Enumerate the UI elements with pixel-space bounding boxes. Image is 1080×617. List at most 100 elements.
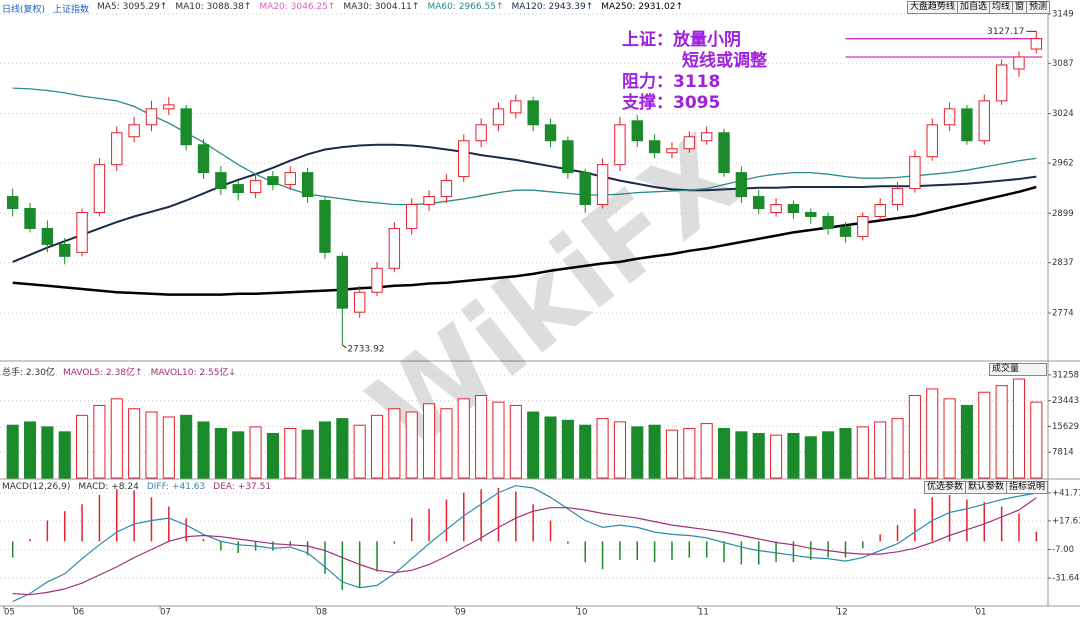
dea-line	[12, 497, 1037, 596]
ma-legend: MA250: 2931.02↑	[601, 2, 684, 12]
macd-legend-item: MACD: +8.24	[78, 482, 139, 492]
y-tick-label: 3024	[1052, 109, 1074, 119]
y-tick-label: -31.64	[1052, 574, 1079, 584]
macd-button[interactable]: 优选参数	[923, 481, 966, 494]
candle-body	[510, 100, 522, 114]
volume-bar	[891, 418, 904, 479]
volume-bar	[787, 432, 800, 479]
candle-body	[319, 200, 331, 253]
header-legend: 日线(复权) 上证指数 MA5: 3095.29↑ MA10: 3088.38↑ M…	[2, 2, 683, 15]
toolbar-button[interactable]: 大盘趋势线	[906, 1, 958, 14]
volume-bar	[596, 418, 609, 479]
volume-bar	[908, 395, 921, 479]
candle-body	[284, 172, 296, 186]
annotation-line: 短线或调整	[682, 51, 767, 71]
candle-body	[371, 267, 383, 293]
volume-bar	[145, 411, 158, 479]
volume-bar	[648, 424, 661, 479]
candle-body	[1013, 56, 1025, 70]
volume-bar	[370, 414, 384, 479]
toolbar-button[interactable]: 加自选	[956, 1, 990, 14]
x-tick-label: 07	[160, 608, 171, 617]
volume-bar	[631, 426, 644, 479]
volume-bar	[405, 411, 418, 479]
volume-bar	[683, 428, 696, 479]
y-tick-label: 7814	[1052, 448, 1074, 458]
volume-bar	[509, 404, 522, 479]
toolbar-button[interactable]: 窗	[1011, 1, 1027, 14]
candle-body	[891, 188, 904, 206]
annotation-line: 支撑：3095	[622, 93, 721, 113]
volume-legend-item: 总手: 2.30亿	[2, 368, 55, 378]
volume-bar	[301, 429, 314, 479]
toolbar-button[interactable]: 预测	[1025, 1, 1050, 14]
candle-body	[267, 176, 279, 186]
volume-bar	[527, 411, 540, 479]
volume-bar	[93, 404, 106, 479]
volume-bar	[856, 426, 869, 479]
candle-body	[995, 64, 1008, 102]
ma-legend: MA5: 3095.29↑	[97, 2, 168, 12]
volume-bar	[960, 404, 973, 479]
candle-body	[839, 226, 852, 237]
volume-bar	[180, 414, 193, 479]
ma-legend: MA30: 3004.11↑	[343, 2, 420, 12]
y-tick-label: 15629	[1052, 422, 1079, 432]
volume-bar	[943, 398, 956, 479]
candle-body	[93, 164, 106, 213]
ma-legend: MA10: 3088.38↑	[175, 2, 252, 12]
macd-button[interactable]: 指标说明	[1005, 481, 1048, 494]
volume-bar	[318, 421, 332, 479]
candle-body	[336, 255, 349, 309]
candle-body	[614, 124, 626, 166]
volume-bar	[249, 426, 262, 479]
toolbar: 大盘趋势线 加自选 均线窗预测	[906, 1, 1050, 14]
candle-body	[249, 180, 262, 194]
ma-line	[12, 143, 1037, 263]
volume-bar	[353, 424, 366, 479]
volume-bar	[492, 401, 505, 479]
macd-button[interactable]: 默认参数	[964, 481, 1007, 494]
volume-bar	[128, 408, 141, 479]
macd-legend-item: DEA: +37.51	[213, 482, 272, 492]
candle-body	[700, 132, 713, 142]
candle-body	[718, 132, 730, 174]
volume-selector-box: 成交量	[989, 363, 1047, 376]
candle-body	[76, 211, 88, 253]
volume-selector[interactable]: 成交量	[989, 363, 1047, 376]
x-tick-label: 11	[698, 608, 709, 617]
volume-bar	[978, 391, 991, 479]
candle-body	[24, 208, 36, 229]
volume-bar	[457, 398, 470, 479]
volume-bar	[284, 428, 297, 479]
volume-bar	[266, 432, 279, 479]
toolbar-button[interactable]: 均线	[988, 1, 1013, 14]
candle-body	[180, 108, 192, 146]
volume-bar	[926, 388, 939, 479]
ma-legend: MA60: 2966.55↑	[427, 2, 504, 12]
x-tick-label: 09	[455, 608, 466, 617]
candle-body	[770, 204, 782, 213]
volume-bar	[388, 408, 401, 479]
candle-body	[978, 100, 990, 142]
candle-body	[301, 172, 314, 198]
candle-body	[735, 172, 748, 198]
volume-bar	[475, 395, 488, 479]
macd-legend-item: MACD(12,26,9)	[2, 482, 71, 492]
candle-body	[215, 172, 227, 190]
candle-body	[683, 136, 696, 150]
candle-body	[128, 124, 140, 138]
volume-bar	[561, 419, 574, 479]
y-tick-label: 2774	[1052, 308, 1074, 318]
candle-body	[753, 196, 765, 210]
period: 日线(复权)	[2, 5, 46, 15]
candle-body	[961, 108, 973, 142]
y-tick-label: 2837	[1052, 258, 1074, 268]
x-tick-label: 08	[316, 608, 327, 617]
y-tick-label: 3087	[1052, 59, 1074, 69]
candle-body	[909, 156, 921, 190]
volume-bar	[336, 418, 349, 479]
y-tick-label: 2899	[1052, 209, 1074, 219]
